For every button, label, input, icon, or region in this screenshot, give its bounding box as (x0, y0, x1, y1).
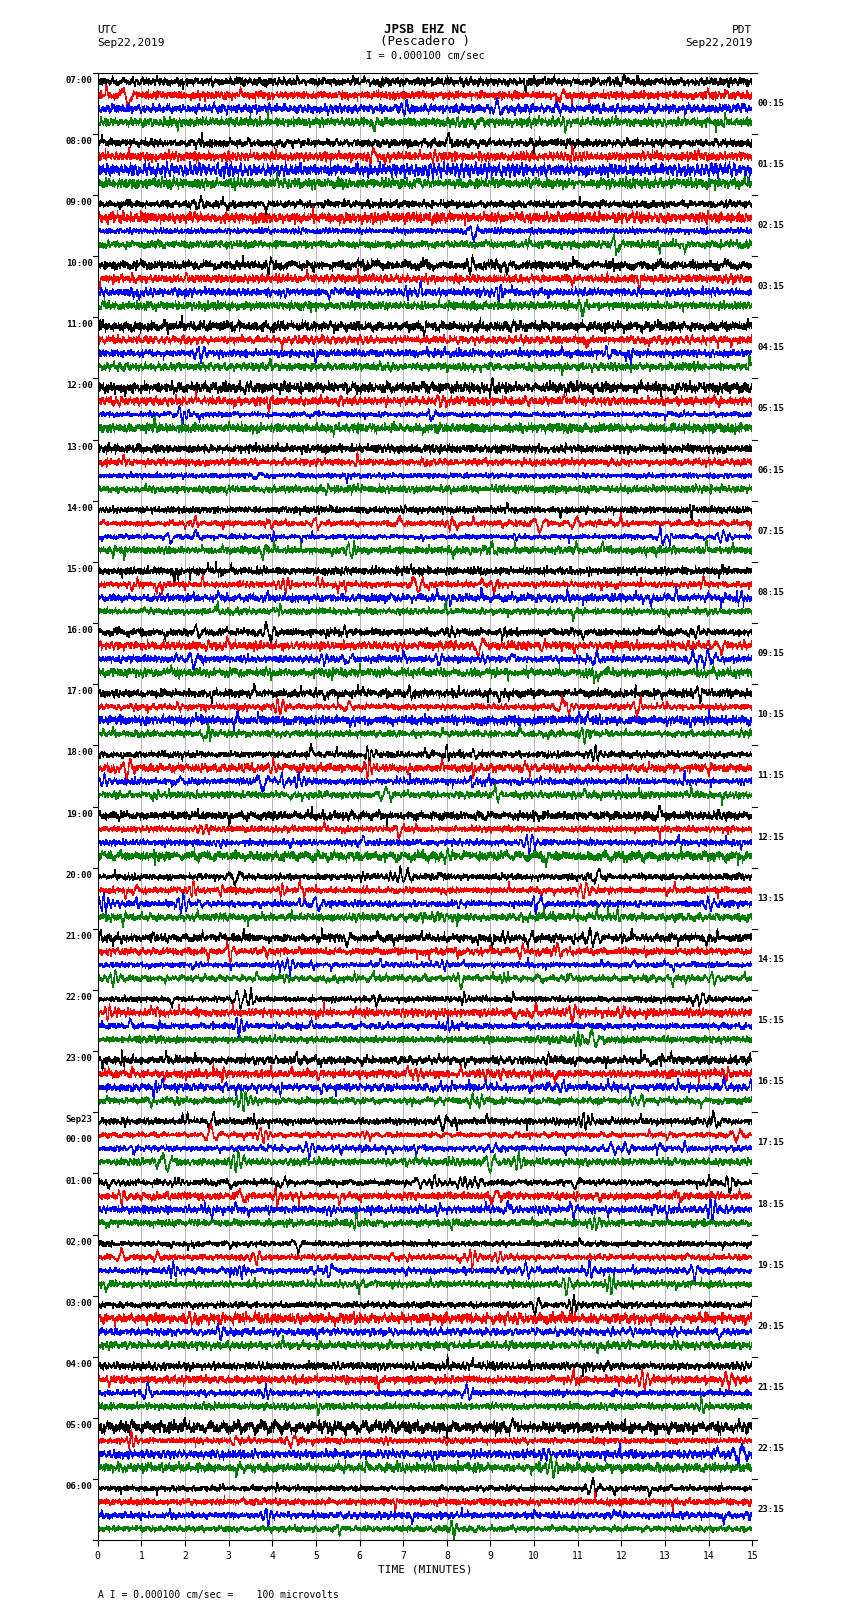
Text: 18:00: 18:00 (65, 748, 93, 758)
Text: 20:00: 20:00 (65, 871, 93, 879)
Text: PDT: PDT (732, 24, 752, 35)
Text: Sep22,2019: Sep22,2019 (98, 37, 165, 47)
Text: 07:15: 07:15 (757, 527, 785, 536)
Text: 20:15: 20:15 (757, 1323, 785, 1331)
Text: 06:15: 06:15 (757, 466, 785, 474)
Text: 14:15: 14:15 (757, 955, 785, 965)
Text: 15:00: 15:00 (65, 565, 93, 574)
Text: 03:00: 03:00 (65, 1298, 93, 1308)
Text: 05:00: 05:00 (65, 1421, 93, 1431)
Text: JPSB EHZ NC: JPSB EHZ NC (383, 23, 467, 37)
Text: 13:00: 13:00 (65, 442, 93, 452)
Text: 09:00: 09:00 (65, 198, 93, 206)
Text: 17:15: 17:15 (757, 1139, 785, 1147)
Text: Sep22,2019: Sep22,2019 (685, 37, 752, 47)
Text: 01:00: 01:00 (65, 1176, 93, 1186)
Text: 06:00: 06:00 (65, 1482, 93, 1492)
Text: 04:00: 04:00 (65, 1360, 93, 1369)
Text: 01:15: 01:15 (757, 160, 785, 169)
Text: 16:00: 16:00 (65, 626, 93, 636)
Text: 23:15: 23:15 (757, 1505, 785, 1515)
Text: 04:15: 04:15 (757, 344, 785, 352)
Text: 21:15: 21:15 (757, 1382, 785, 1392)
Text: 19:15: 19:15 (757, 1261, 785, 1269)
Text: Sep23: Sep23 (65, 1115, 93, 1124)
Text: 16:15: 16:15 (757, 1077, 785, 1086)
Text: 19:00: 19:00 (65, 810, 93, 818)
Text: 22:00: 22:00 (65, 994, 93, 1002)
Text: 07:00: 07:00 (65, 76, 93, 84)
Text: 02:00: 02:00 (65, 1237, 93, 1247)
Text: 21:00: 21:00 (65, 932, 93, 940)
Text: 10:00: 10:00 (65, 260, 93, 268)
Text: 13:15: 13:15 (757, 894, 785, 903)
Text: 08:15: 08:15 (757, 589, 785, 597)
Text: 12:00: 12:00 (65, 381, 93, 390)
Text: 00:00: 00:00 (65, 1136, 93, 1144)
X-axis label: TIME (MINUTES): TIME (MINUTES) (377, 1565, 473, 1574)
Text: 12:15: 12:15 (757, 832, 785, 842)
Text: 08:00: 08:00 (65, 137, 93, 145)
Text: I = 0.000100 cm/sec: I = 0.000100 cm/sec (366, 52, 484, 61)
Text: 14:00: 14:00 (65, 503, 93, 513)
Text: 11:00: 11:00 (65, 321, 93, 329)
Text: 15:15: 15:15 (757, 1016, 785, 1024)
Text: (Pescadero ): (Pescadero ) (380, 34, 470, 47)
Text: 03:15: 03:15 (757, 282, 785, 290)
Text: 23:00: 23:00 (65, 1055, 93, 1063)
Text: 00:15: 00:15 (757, 98, 785, 108)
Text: 22:15: 22:15 (757, 1444, 785, 1453)
Text: 17:00: 17:00 (65, 687, 93, 697)
Text: 09:15: 09:15 (757, 648, 785, 658)
Text: A I = 0.000100 cm/sec =    100 microvolts: A I = 0.000100 cm/sec = 100 microvolts (98, 1590, 338, 1600)
Text: UTC: UTC (98, 24, 118, 35)
Text: 05:15: 05:15 (757, 405, 785, 413)
Text: 11:15: 11:15 (757, 771, 785, 781)
Text: 02:15: 02:15 (757, 221, 785, 231)
Text: 10:15: 10:15 (757, 710, 785, 719)
Text: 18:15: 18:15 (757, 1200, 785, 1208)
